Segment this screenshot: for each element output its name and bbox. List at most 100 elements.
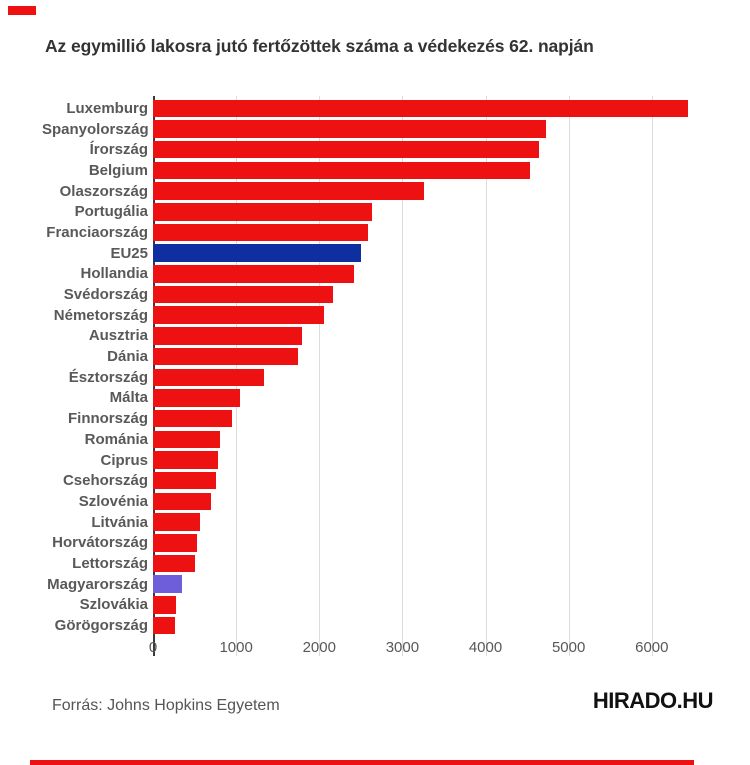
x-tick-label: 6000	[635, 639, 669, 656]
bar-track	[153, 575, 710, 593]
country-label: Ausztria	[88, 327, 148, 345]
bar-row: Lettország	[42, 553, 710, 574]
bar-track	[153, 596, 710, 614]
country-label: Spanyolország	[42, 120, 149, 138]
bar-track	[153, 120, 710, 138]
bar-track	[153, 306, 710, 324]
x-tick-label: 3000	[385, 639, 420, 656]
bar-row: Franciaország	[42, 222, 710, 243]
country-label: Szlovénia	[78, 492, 148, 510]
bar	[153, 513, 200, 531]
bar	[153, 203, 373, 221]
bar-row: Hollandia	[42, 264, 710, 285]
bar-row: EU25	[42, 243, 710, 264]
country-label: Hollandia	[80, 265, 148, 283]
bar-track	[153, 223, 710, 242]
country-label: Németország	[53, 306, 148, 324]
x-tick-label: 5000	[551, 639, 586, 656]
country-label: Magyarország	[47, 575, 148, 593]
bar-track	[153, 616, 710, 635]
bar	[153, 99, 689, 118]
bar-row: Csehország	[42, 470, 710, 491]
bar	[153, 161, 530, 180]
bar	[153, 285, 333, 304]
bar	[153, 471, 217, 490]
country-label: EU25	[110, 244, 148, 262]
x-tick-label: 1000	[219, 639, 253, 656]
gridline-2000	[319, 96, 321, 656]
country-label: Portugália	[74, 203, 148, 221]
bar	[153, 223, 369, 242]
country-label: Írország	[89, 141, 148, 159]
bar	[153, 347, 298, 366]
bar-row: Litvánia	[42, 512, 710, 533]
bar-row: Magyarország	[42, 574, 710, 595]
bar	[153, 182, 425, 200]
bar	[153, 596, 177, 614]
country-label: Görögország	[54, 617, 148, 635]
bar	[153, 554, 195, 573]
x-axis-ticks: 0 1000 2000 3000 4000 5000 6000	[149, 639, 710, 659]
x-tick-label: 2000	[302, 639, 336, 656]
bar-row: Ausztria	[42, 326, 710, 347]
bar	[153, 616, 176, 635]
bar-track	[153, 244, 710, 262]
bar	[153, 389, 241, 407]
bar-track	[153, 203, 710, 221]
country-label: Málta	[109, 389, 148, 407]
bar-row: Dánia	[42, 346, 710, 367]
country-label: Litvánia	[91, 513, 148, 531]
bar-rows: Luxemburg Spanyolország Írország Belgium Ola…	[42, 98, 710, 636]
bar-track	[153, 140, 710, 159]
bar	[153, 451, 218, 469]
bar	[153, 409, 232, 428]
bar-row: Szlovákia	[42, 595, 710, 616]
bottom-red-strip	[30, 760, 694, 765]
country-label: Franciaország	[46, 223, 148, 241]
country-label: Olaszország	[59, 182, 148, 200]
country-label: Finnország	[67, 410, 148, 428]
bar-track	[153, 347, 710, 366]
bar-track	[153, 513, 710, 531]
country-label: Belgium	[88, 161, 148, 179]
gridline-3000	[402, 96, 404, 656]
bar-track	[153, 492, 710, 511]
bar-track	[153, 161, 710, 180]
bar-row: Finnország	[42, 408, 710, 429]
country-label: Románia	[84, 430, 148, 448]
bar-row: Luxemburg	[42, 98, 710, 119]
bar-row: Svédország	[42, 284, 710, 305]
bar	[153, 492, 212, 511]
top-left-red-mark	[8, 6, 36, 15]
country-label: Ciprus	[100, 451, 148, 469]
chart-title: Az egymillió lakosra jutó fertőzöttek sz…	[45, 36, 594, 56]
bar	[153, 575, 183, 593]
bar-track	[153, 409, 710, 428]
country-label: Csehország	[62, 472, 148, 490]
bar-track	[153, 554, 710, 573]
bar-row: Horvátország	[42, 532, 710, 553]
bar-row: Németország	[42, 305, 710, 326]
bar-row: Románia	[42, 429, 710, 450]
hirado-logo: HIRADO.HU	[592, 688, 714, 713]
bar-track	[153, 99, 710, 118]
bar-row: Ciprus	[42, 450, 710, 471]
country-label: Szlovákia	[79, 596, 148, 614]
bar-track	[153, 265, 710, 283]
gridline-4000	[485, 96, 487, 656]
bar-row: Portugália	[42, 201, 710, 222]
bar-track	[153, 534, 710, 552]
bar-row: Szlovénia	[42, 491, 710, 512]
bar-track	[153, 430, 710, 449]
x-tick-label: 4000	[468, 639, 503, 656]
bar-track	[153, 451, 710, 469]
bar-row: Belgium	[42, 160, 710, 181]
bar-track	[153, 368, 710, 387]
x-tick-label: 0	[148, 639, 158, 656]
bar-row: Észtország	[42, 367, 710, 388]
country-label: Dánia	[107, 348, 148, 366]
gridline-6000	[651, 96, 653, 656]
bar	[153, 265, 355, 283]
bar-track	[153, 182, 710, 200]
country-label: Lettország	[72, 554, 148, 572]
